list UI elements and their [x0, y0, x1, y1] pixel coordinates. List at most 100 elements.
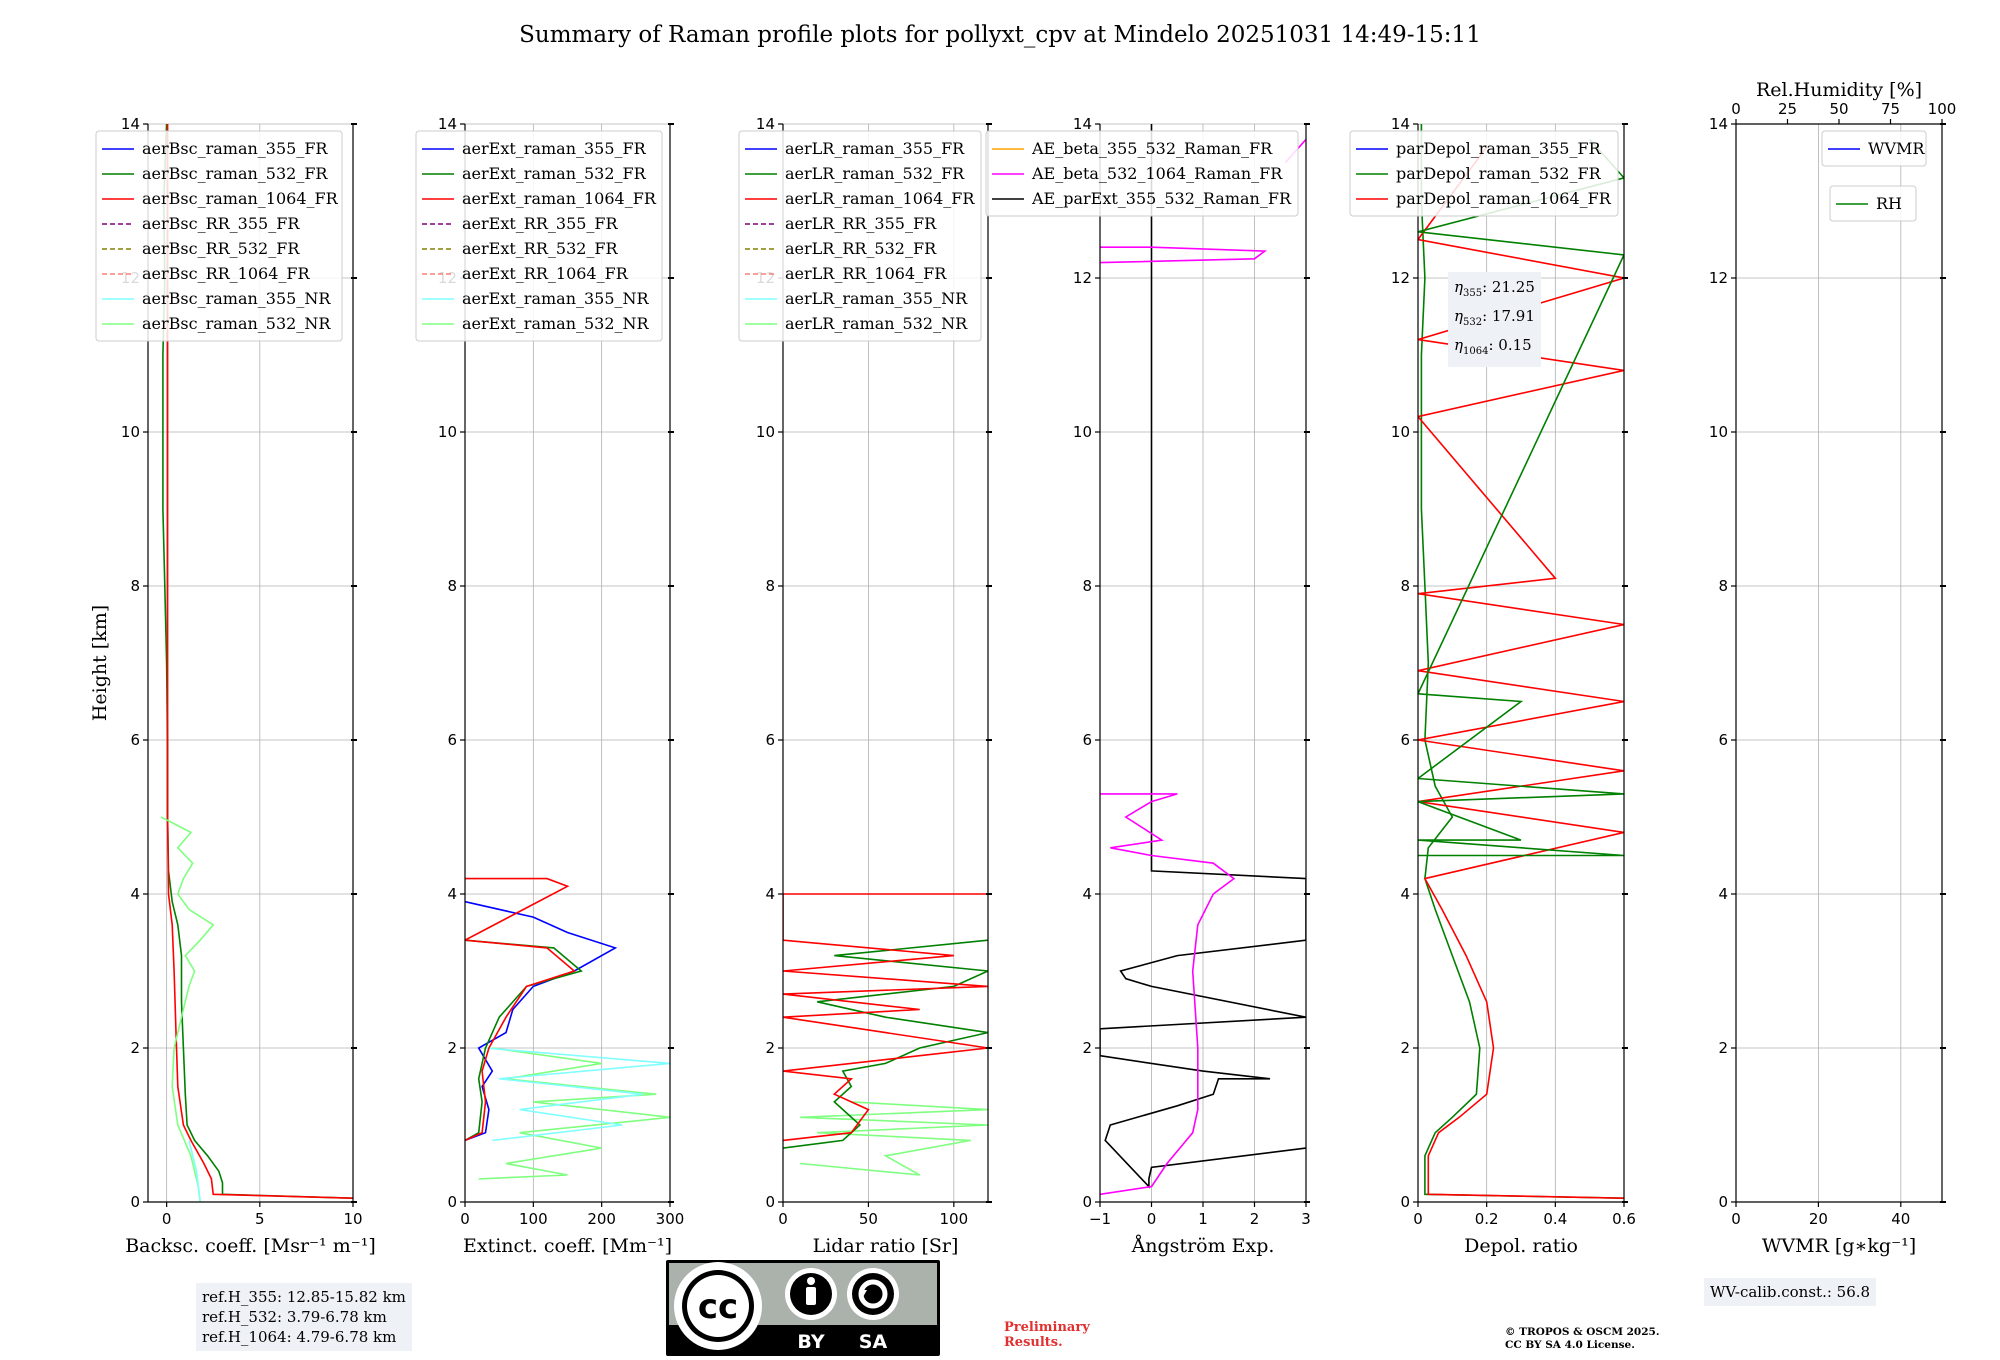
legend-label: aerLR_RR_1064_FR: [785, 264, 947, 283]
wv-calibration-box: WV-calib.const.: 56.8: [1704, 1278, 1877, 1306]
y-tick-label: 10: [1391, 423, 1410, 441]
legend-6: WVMR: [1821, 130, 1927, 167]
panel-3: 02468101214050100Lidar ratio [Sr]aerLR_r…: [738, 115, 992, 1257]
y-tick-label: 14: [1391, 115, 1410, 133]
y-tick-label: 2: [130, 1039, 140, 1057]
eta-line-532: η532: 17.91: [1454, 307, 1535, 328]
x-tick-label: 3: [1301, 1210, 1311, 1228]
y-tick-label: 14: [121, 115, 140, 133]
y-tick-label: 4: [447, 885, 457, 903]
x-tick-label: 2: [1250, 1210, 1260, 1228]
y-tick-label: 12: [1709, 269, 1728, 287]
y-tick-label: 2: [1400, 1039, 1410, 1057]
y-tick-label: 8: [1082, 577, 1092, 595]
legend-label: aerBsc_raman_1064_FR: [142, 189, 339, 208]
top-tick-label: 0: [1731, 100, 1741, 118]
y-tick-label: 10: [438, 423, 457, 441]
y-tick-label: 6: [447, 731, 457, 749]
legend-label: aerExt_raman_532_NR: [462, 314, 650, 333]
ref-height-1064: ref.H_1064: 4.79-6.78 km: [202, 1328, 397, 1346]
series-aerLR_raman_532_NR: [800, 1101, 988, 1176]
figure-title: Summary of Raman profile plots for polly…: [519, 22, 1481, 48]
x-tick-label: 100: [940, 1210, 969, 1228]
y-tick-label: 10: [756, 423, 775, 441]
series-aerExt_raman_355_FR: [465, 900, 618, 1142]
legend-label: aerLR_raman_532_FR: [785, 164, 965, 183]
y-tick-label: 14: [438, 115, 457, 133]
top-axis-label: Rel.Humidity [%]: [1756, 79, 1922, 101]
series-aerLR_raman_1064_FR: [783, 893, 988, 1142]
series-aerExt_raman_1064_FR: [465, 877, 576, 1142]
y-tick-label: 2: [1718, 1039, 1728, 1057]
eta-line-355: η355: 21.25: [1454, 278, 1535, 299]
series-parDepol_raman_532_FR_spikes: [1418, 138, 1624, 857]
legend-label: aerLR_RR_355_FR: [785, 214, 937, 233]
panel-2: 024681012140100200300Extinct. coeff. [Mm…: [415, 115, 685, 1257]
legend-label: parDepol_raman_1064_FR: [1396, 189, 1612, 208]
x-tick-label: −1: [1089, 1210, 1111, 1228]
x-axis-label: Extinct. coeff. [Mm⁻¹]: [463, 1235, 672, 1257]
x-tick-label: 40: [1891, 1210, 1910, 1228]
series-aerExt_raman_532_NR: [478, 1047, 670, 1180]
legend-label: aerLR_RR_532_FR: [785, 239, 937, 258]
y-tick-label: 8: [1400, 577, 1410, 595]
x-tick-label: 300: [656, 1210, 685, 1228]
y-tick-label: 8: [130, 577, 140, 595]
top-tick-label: 100: [1928, 100, 1957, 118]
legend-label: aerBsc_RR_532_FR: [142, 239, 300, 258]
y-tick-label: 4: [1082, 885, 1092, 903]
series-aerLR_raman_532_FR: [783, 939, 988, 1149]
x-tick-label: 0: [162, 1210, 172, 1228]
y-tick-label: 10: [121, 423, 140, 441]
series-aerBsc_raman_532_NR: [160, 816, 215, 1202]
series-AE_parExt_355_532_Raman_FR: [1100, 124, 1306, 1189]
legend-label: AE_beta_355_532_Raman_FR: [1031, 139, 1273, 158]
y-tick-label: 8: [765, 577, 775, 595]
legend-label: aerExt_raman_355_NR: [462, 289, 650, 308]
y-tick-label: 10: [1709, 423, 1728, 441]
copyright-line-1: © TROPOS & OSCM 2025.: [1505, 1326, 1660, 1338]
badge-sa-label: SA: [859, 1331, 888, 1353]
series-aerBsc_raman_532_FR: [162, 124, 353, 1199]
y-tick-label: 6: [1400, 731, 1410, 749]
legend-label: aerExt_raman_1064_FR: [462, 189, 657, 208]
x-tick-label: 0: [1147, 1210, 1157, 1228]
y-tick-label: 0: [447, 1193, 457, 1211]
x-tick-label: 0.2: [1475, 1210, 1499, 1228]
legend-2: aerExt_raman_355_FR aerExt_raman_532_FRae…: [415, 130, 663, 342]
top-tick-label: 75: [1881, 100, 1900, 118]
y-tick-label: 2: [447, 1039, 457, 1057]
y-tick-label: 6: [765, 731, 775, 749]
badge-by-label: BY: [797, 1331, 824, 1353]
legend-label: aerLR_raman_355_NR: [785, 289, 968, 308]
legend-label: aerBsc_raman_355_NR: [142, 289, 331, 308]
legend-label: parDepol_raman_532_FR: [1396, 164, 1602, 183]
y-tick-label: 8: [447, 577, 457, 595]
legend-label: aerExt_RR_1064_FR: [462, 264, 629, 283]
y-tick-label: 6: [130, 731, 140, 749]
ref-height-355: ref.H_355: 12.85-15.82 km: [202, 1288, 406, 1306]
y-tick-label: 4: [1718, 885, 1728, 903]
y-axis-label: Height [km]: [89, 605, 111, 721]
series-aerBsc_raman_1064_FR: [166, 124, 353, 1199]
x-tick-label: 1: [1198, 1210, 1208, 1228]
x-axis-label: WVMR [g∗kg⁻¹]: [1762, 1235, 1916, 1257]
legend-label: WVMR: [1868, 139, 1925, 158]
legend-label: aerBsc_raman_532_FR: [142, 164, 328, 183]
svg-text:cc: cc: [698, 1287, 738, 1327]
y-tick-label: 14: [1073, 115, 1092, 133]
series-AE_beta_532_1064_Raman_FR: [1100, 793, 1236, 1196]
y-tick-label: 10: [1073, 423, 1092, 441]
x-tick-label: 0.4: [1543, 1210, 1567, 1228]
ref-height-532: ref.H_532: 3.79-6.78 km: [202, 1308, 387, 1326]
legend-label: aerLR_raman_1064_FR: [785, 189, 975, 208]
series-aerBsc_raman_355_NR: [188, 1140, 201, 1202]
legend-label: AE_parExt_355_532_Raman_FR: [1031, 189, 1292, 208]
y-tick-label: 6: [1718, 731, 1728, 749]
y-tick-label: 14: [756, 115, 775, 133]
legend-5: parDepol_raman_355_FR parDepol_raman_532_…: [1349, 130, 1619, 217]
preliminary-line-2: Results.: [1004, 1335, 1063, 1350]
